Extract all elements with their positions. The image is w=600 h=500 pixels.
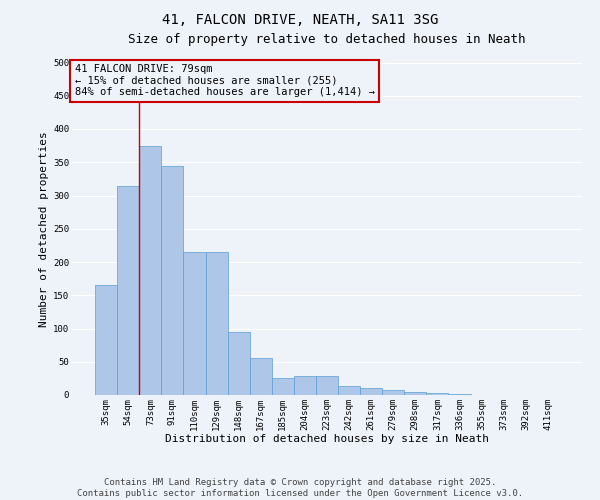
Title: Size of property relative to detached houses in Neath: Size of property relative to detached ho…	[128, 33, 526, 46]
Bar	[139, 146, 161, 395]
Y-axis label: Number of detached properties: Number of detached properties	[39, 131, 49, 326]
Bar	[427, 393, 448, 395]
Bar	[294, 376, 316, 395]
Bar	[184, 252, 206, 395]
Text: Contains HM Land Registry data © Crown copyright and database right 2025.
Contai: Contains HM Land Registry data © Crown c…	[77, 478, 523, 498]
Bar	[448, 394, 470, 395]
X-axis label: Distribution of detached houses by size in Neath: Distribution of detached houses by size …	[165, 434, 489, 444]
Bar	[161, 166, 184, 395]
Bar	[117, 186, 139, 395]
Bar	[250, 358, 272, 395]
Bar	[206, 252, 227, 395]
Bar	[360, 388, 382, 395]
Bar	[272, 378, 294, 395]
Bar	[227, 332, 250, 395]
Bar	[316, 376, 338, 395]
Text: 41, FALCON DRIVE, NEATH, SA11 3SG: 41, FALCON DRIVE, NEATH, SA11 3SG	[162, 12, 438, 26]
Bar	[382, 390, 404, 395]
Bar	[404, 392, 427, 395]
Text: 41 FALCON DRIVE: 79sqm
← 15% of detached houses are smaller (255)
84% of semi-de: 41 FALCON DRIVE: 79sqm ← 15% of detached…	[74, 64, 374, 98]
Bar	[338, 386, 360, 395]
Bar	[95, 286, 117, 395]
